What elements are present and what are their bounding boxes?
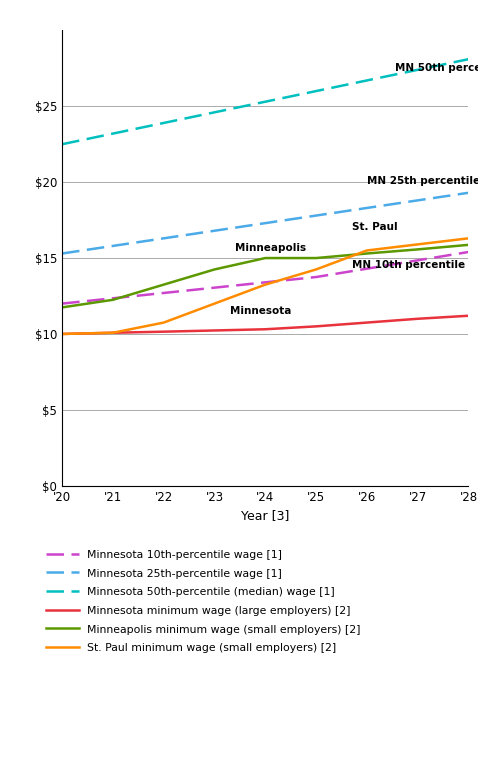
Line: Minneapolis minimum wage (small employers) [2]: Minneapolis minimum wage (small employer…	[62, 245, 468, 307]
Line: Minnesota minimum wage (large employers) [2]: Minnesota minimum wage (large employers)…	[62, 316, 468, 334]
Line: Minnesota 10th-percentile wage [1]: Minnesota 10th-percentile wage [1]	[62, 252, 468, 304]
St. Paul minimum wage (small employers) [2]	[110, 328, 116, 337]
Line: St. Paul minimum wage (small employers) [2]: St. Paul minimum wage (small employers) …	[62, 238, 468, 334]
Minnesota 25th-percentile wage [1]	[313, 211, 319, 220]
Minnesota 50th-percentile (median) wage [1]	[466, 55, 471, 64]
Text: MN 50th percentile: MN 50th percentile	[395, 62, 478, 73]
Line: Minnesota 50th-percentile (median) wage [1]: Minnesota 50th-percentile (median) wage …	[62, 59, 468, 144]
Minneapolis minimum wage (small employers) [2]	[313, 254, 319, 263]
Minnesota 25th-percentile wage [1]	[110, 241, 116, 250]
Minnesota 25th-percentile wage [1]	[415, 196, 421, 205]
Minnesota 10th-percentile wage [1]	[313, 272, 319, 282]
Minnesota 10th-percentile wage [1]	[110, 294, 116, 303]
Minnesota 10th-percentile wage [1]	[364, 264, 370, 273]
Minnesota 50th-percentile (median) wage [1]	[262, 97, 268, 106]
St. Paul minimum wage (small employers) [2]	[212, 299, 217, 308]
Minnesota 10th-percentile wage [1]	[59, 299, 65, 308]
St. Paul minimum wage (small employers) [2]	[161, 318, 166, 327]
Text: Minneapolis: Minneapolis	[235, 243, 306, 254]
Minneapolis minimum wage (small employers) [2]	[415, 245, 421, 254]
Minnesota 50th-percentile (median) wage [1]	[59, 140, 65, 149]
Minnesota minimum wage (large employers) [2]	[110, 328, 116, 337]
Minnesota 10th-percentile wage [1]	[161, 288, 166, 298]
Text: St. Paul: St. Paul	[352, 222, 397, 232]
Minnesota 10th-percentile wage [1]	[212, 283, 217, 292]
St. Paul minimum wage (small employers) [2]	[313, 265, 319, 274]
Text: MN 25th percentile: MN 25th percentile	[367, 175, 478, 186]
Text: MN 10th percentile: MN 10th percentile	[352, 260, 465, 270]
Minnesota 50th-percentile (median) wage [1]	[415, 65, 421, 74]
Minnesota minimum wage (large employers) [2]	[466, 311, 471, 320]
Minnesota 50th-percentile (median) wage [1]	[313, 87, 319, 96]
X-axis label: Year [3]: Year [3]	[241, 509, 290, 522]
Minnesota 10th-percentile wage [1]	[415, 256, 421, 265]
Legend: Minnesota 10th-percentile wage [1], Minnesota 25th-percentile wage [1], Minnesot: Minnesota 10th-percentile wage [1], Minn…	[42, 545, 365, 657]
Minnesota 25th-percentile wage [1]	[466, 188, 471, 197]
St. Paul minimum wage (small employers) [2]	[415, 240, 421, 249]
St. Paul minimum wage (small employers) [2]	[466, 234, 471, 243]
Line: Minnesota 25th-percentile wage [1]: Minnesota 25th-percentile wage [1]	[62, 193, 468, 254]
Minnesota 10th-percentile wage [1]	[262, 278, 268, 287]
Minneapolis minimum wage (small employers) [2]	[161, 280, 166, 289]
Minneapolis minimum wage (small employers) [2]	[262, 254, 268, 263]
Minnesota minimum wage (large employers) [2]	[364, 318, 370, 327]
Minneapolis minimum wage (small employers) [2]	[364, 249, 370, 258]
Minnesota minimum wage (large employers) [2]	[161, 327, 166, 336]
Minnesota minimum wage (large employers) [2]	[212, 326, 217, 335]
Minnesota 50th-percentile (median) wage [1]	[110, 129, 116, 138]
Minnesota 50th-percentile (median) wage [1]	[364, 76, 370, 85]
Minnesota minimum wage (large employers) [2]	[59, 329, 65, 339]
Minneapolis minimum wage (small employers) [2]	[466, 241, 471, 250]
Text: Minnesota: Minnesota	[230, 306, 291, 317]
Minnesota 25th-percentile wage [1]	[161, 234, 166, 243]
Minnesota 25th-percentile wage [1]	[262, 219, 268, 228]
St. Paul minimum wage (small employers) [2]	[59, 329, 65, 339]
Minneapolis minimum wage (small employers) [2]	[110, 295, 116, 304]
Minnesota 10th-percentile wage [1]	[466, 247, 471, 257]
Minnesota 50th-percentile (median) wage [1]	[212, 108, 217, 117]
Minneapolis minimum wage (small employers) [2]	[59, 303, 65, 312]
Minneapolis minimum wage (small employers) [2]	[212, 265, 217, 274]
St. Paul minimum wage (small employers) [2]	[364, 246, 370, 255]
Minnesota minimum wage (large employers) [2]	[313, 322, 319, 331]
Minnesota 25th-percentile wage [1]	[212, 226, 217, 235]
Minnesota 25th-percentile wage [1]	[59, 249, 65, 258]
St. Paul minimum wage (small employers) [2]	[262, 280, 268, 289]
Minnesota minimum wage (large employers) [2]	[262, 325, 268, 334]
Minnesota 50th-percentile (median) wage [1]	[161, 118, 166, 128]
Minnesota minimum wage (large employers) [2]	[415, 314, 421, 323]
Minnesota 25th-percentile wage [1]	[364, 203, 370, 213]
